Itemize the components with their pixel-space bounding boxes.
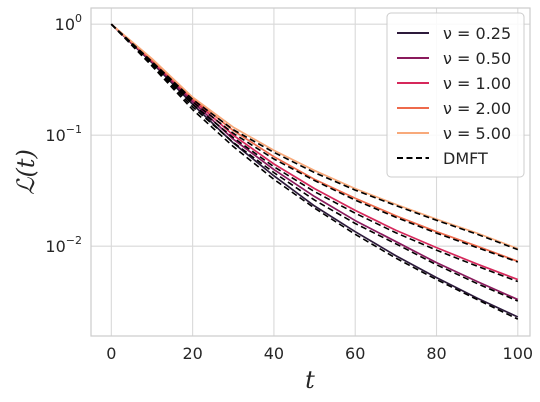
dmft-series-line bbox=[110, 23, 519, 263]
x-tick-label: 100 bbox=[503, 344, 534, 363]
x-axis-label: t bbox=[305, 366, 315, 394]
legend-frame bbox=[386, 12, 525, 178]
y-tick-labels: 100 10−1 10−2 bbox=[45, 12, 82, 256]
x-tick-label: 0 bbox=[106, 344, 116, 363]
x-tick-label: 20 bbox=[182, 344, 202, 363]
series-layer bbox=[110, 23, 519, 320]
x-tick-labels: 0 20 40 60 80 100 bbox=[106, 344, 533, 363]
x-tick-label: 60 bbox=[345, 344, 365, 363]
dmft-series-line bbox=[110, 23, 519, 283]
legend-label: DMFT bbox=[443, 149, 488, 168]
y-tick-label: 10−1 bbox=[45, 123, 82, 145]
legend-label: ν = 0.50 bbox=[443, 49, 511, 68]
x-tick-label: 80 bbox=[426, 344, 446, 363]
x-tick-label: 40 bbox=[264, 344, 284, 363]
legend-label: ν = 5.00 bbox=[443, 124, 511, 143]
y-axis-label: ℒ(t) bbox=[12, 149, 40, 195]
y-tick-label: 100 bbox=[55, 12, 82, 34]
legend-label: ν = 1.00 bbox=[443, 74, 511, 93]
legend-label: ν = 2.00 bbox=[443, 99, 511, 118]
legend: ν = 0.25 ν = 0.50 ν = 1.00 ν = 2.00 ν = 5.00… bbox=[386, 12, 525, 178]
series-line bbox=[110, 23, 519, 318]
legend-label: ν = 0.25 bbox=[443, 24, 511, 43]
series-line bbox=[110, 23, 519, 301]
dmft-series-line bbox=[110, 23, 519, 302]
y-tick-label: 10−2 bbox=[45, 234, 82, 256]
plot-frame bbox=[90, 7, 531, 337]
dmft-series-line bbox=[110, 23, 519, 320]
series-line bbox=[110, 23, 519, 250]
